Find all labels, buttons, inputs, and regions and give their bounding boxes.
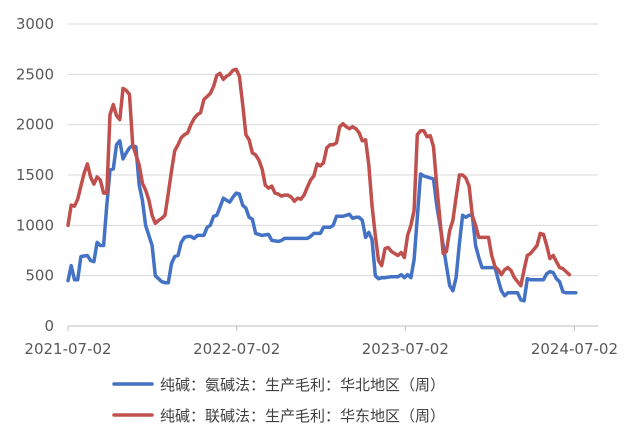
x-tick-label: 2023-07-02 — [362, 340, 449, 358]
y-tick-label: 1500 — [16, 166, 54, 184]
legend: 纯碱：氨碱法：生产毛利：华北地区（周） 纯碱：联碱法：生产毛利：华东地区（周） — [112, 376, 445, 425]
y-axis: 0 500 1000 1500 2000 2500 3000 — [16, 15, 54, 335]
legend-label-1: 纯碱：氨碱法：生产毛利：华北地区（周） — [160, 376, 445, 394]
y-tick-label: 2500 — [16, 65, 54, 83]
gridlines — [68, 23, 598, 277]
series-lines — [66, 67, 578, 303]
series-line-1 — [66, 139, 578, 303]
x-tick-label: 2024-07-02 — [531, 340, 618, 358]
y-tick-label: 3000 — [16, 15, 54, 33]
x-axis: 2021-07-02 2022-07-02 2023-07-02 2024-07-02 — [24, 325, 618, 358]
series-line-2 — [66, 67, 572, 288]
y-tick-label: 500 — [25, 267, 54, 285]
y-tick-label: 2000 — [16, 116, 54, 134]
legend-label-2: 纯碱：联碱法：生产毛利：华东地区（周） — [160, 407, 445, 425]
y-tick-label: 0 — [44, 317, 54, 335]
y-tick-label: 1000 — [16, 216, 54, 234]
x-tick-label: 2022-07-02 — [193, 340, 280, 358]
x-tick-label: 2021-07-02 — [24, 340, 111, 358]
